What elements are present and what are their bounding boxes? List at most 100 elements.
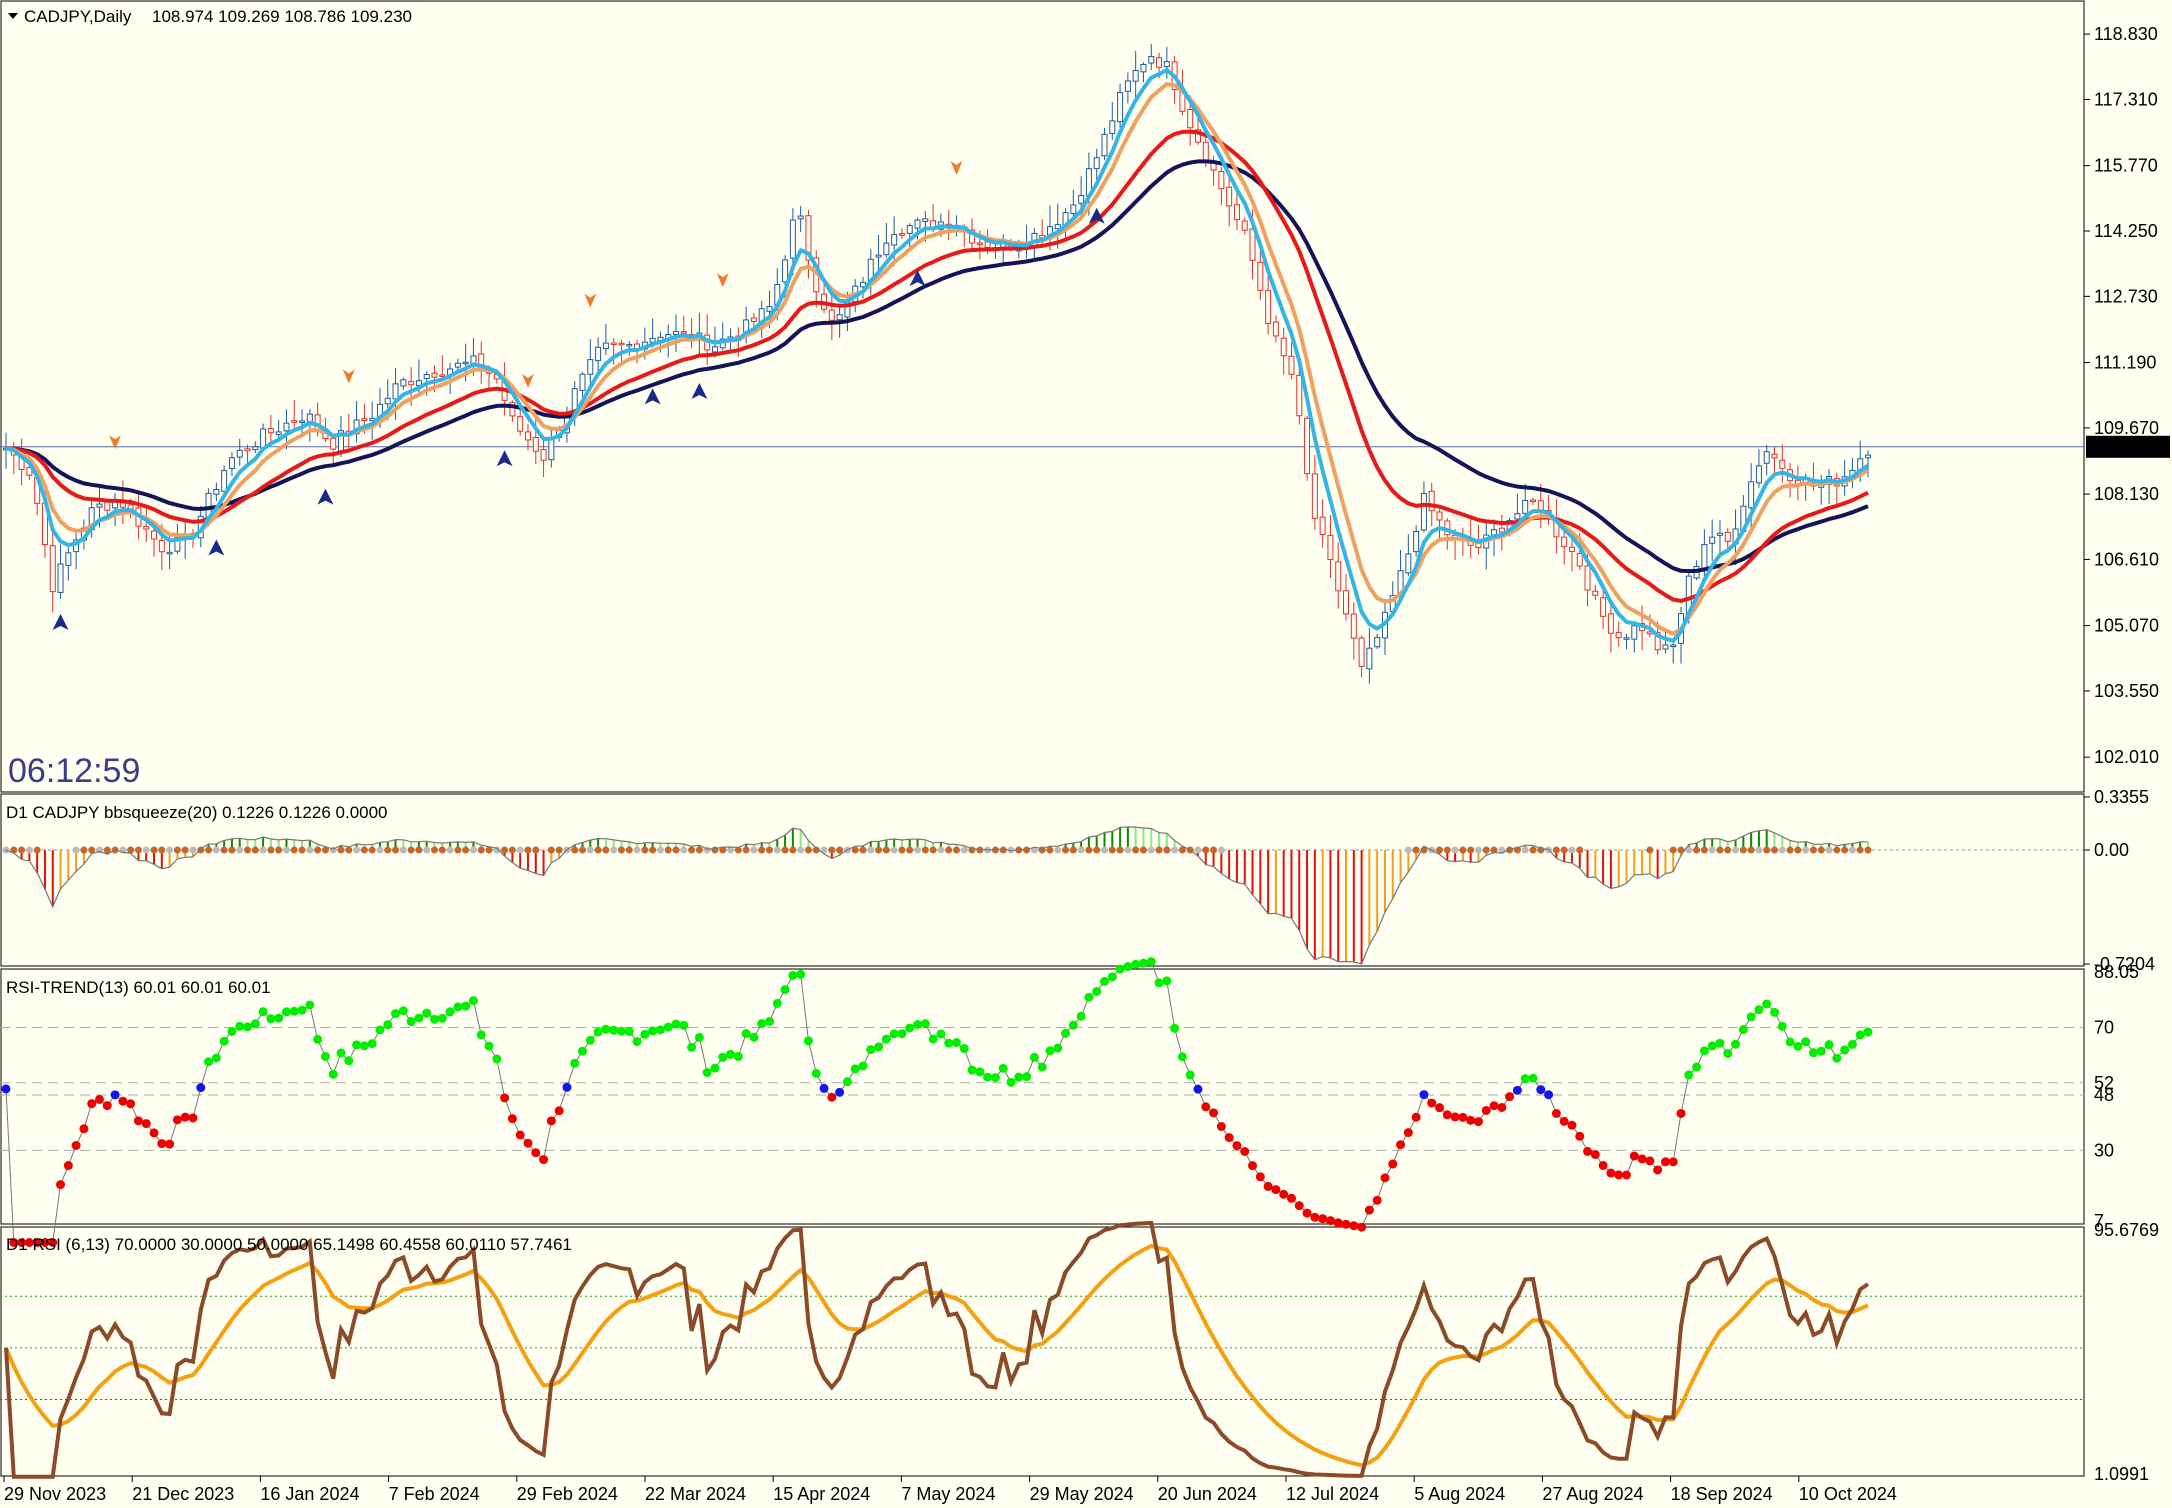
dropdown-arrow-icon[interactable]	[8, 13, 18, 19]
rsi-trend-dot	[1427, 1098, 1437, 1108]
rsi-trend-dot	[1084, 992, 1094, 1002]
candle-body	[1662, 644, 1669, 650]
time-tick-label: 29 Feb 2024	[517, 1484, 618, 1504]
rsi-trend-dot	[788, 970, 798, 980]
squeeze-dot	[454, 846, 462, 854]
candle	[1335, 542, 1342, 609]
squeeze-dot	[898, 846, 906, 854]
candle-body	[595, 346, 602, 362]
rsi-trend-dot	[165, 1139, 175, 1149]
rsi-trend-dot	[1193, 1084, 1203, 1094]
squeeze-dot	[1841, 846, 1849, 854]
price-tick-label: 102.010	[2094, 747, 2159, 767]
squeeze-dot	[1646, 846, 1654, 854]
squeeze-dot	[392, 846, 400, 854]
rsi-trend-dot	[48, 1238, 58, 1248]
candle-body	[267, 428, 274, 434]
rsi-trend-dot	[1045, 1046, 1055, 1056]
rsi-trend-dot	[640, 1029, 650, 1039]
squeeze-dot	[1210, 846, 1218, 854]
buy-arrow-icon	[1088, 207, 1105, 224]
squeeze-dot	[804, 846, 812, 854]
rsi-trend-dot	[492, 1054, 502, 1064]
squeeze-dot	[875, 846, 883, 854]
squeeze-dot	[1482, 846, 1490, 854]
candle-body	[1631, 625, 1638, 640]
rsi-trend-dot	[780, 985, 790, 995]
rsi-trend-dot	[63, 1161, 73, 1171]
candle-body	[462, 361, 469, 365]
squeeze-dot	[695, 846, 703, 854]
squeeze-tick-label: 0.00	[2094, 840, 2129, 860]
candle	[797, 205, 804, 232]
candle-body	[1436, 511, 1443, 521]
rsi-trend-dot	[429, 1014, 439, 1024]
rsi-trend-dot	[702, 1068, 712, 1078]
candle	[1163, 46, 1170, 79]
rsi-trend-dot	[1349, 1221, 1359, 1231]
rsi-trend-dot	[1575, 1131, 1585, 1141]
candle	[1148, 43, 1155, 70]
candle-body	[1413, 530, 1420, 553]
rsi-trend-dot	[1715, 1038, 1725, 1048]
candle	[330, 433, 337, 464]
sell-arrow-icon	[716, 273, 729, 288]
rsi-trend-dot	[1481, 1105, 1491, 1115]
rsi-trend-dot	[1653, 1165, 1663, 1175]
squeeze-dot	[1809, 846, 1817, 854]
candle	[454, 358, 461, 372]
squeeze-dot	[758, 846, 766, 854]
squeeze-dot	[158, 846, 166, 854]
candle-body	[797, 215, 804, 220]
candle-body	[384, 397, 391, 405]
rsi-trend-dot	[235, 1021, 245, 1031]
candle-body	[1343, 590, 1350, 615]
candle	[1670, 641, 1677, 664]
candle-body	[1070, 204, 1077, 215]
candle-body	[1592, 590, 1599, 596]
candle-body	[1623, 637, 1630, 640]
rsi-trend-dot	[1808, 1048, 1818, 1058]
squeeze-dot	[1716, 846, 1724, 854]
candle	[1343, 573, 1350, 621]
rsi-trend-tick-label: 7	[2094, 1211, 2104, 1231]
sell-arrow-icon	[950, 160, 963, 175]
rsi-trend-dot	[1559, 1116, 1569, 1126]
squeeze-dot	[851, 846, 859, 854]
rsi-trend-dot	[1014, 1072, 1024, 1082]
candle-body	[306, 413, 313, 423]
squeeze-dot	[1521, 846, 1529, 854]
rsi-trend-dot	[1583, 1146, 1593, 1156]
rsi-trend-dot	[1279, 1189, 1289, 1199]
squeeze-dot	[127, 846, 135, 854]
squeeze-dot	[516, 846, 524, 854]
squeeze-dot	[1412, 846, 1420, 854]
squeeze-dot	[415, 846, 423, 854]
rsi-trend-dot	[1707, 1041, 1717, 1051]
squeeze-dot	[1155, 846, 1163, 854]
rsi-trend-dot	[858, 1061, 868, 1071]
candle	[1374, 633, 1381, 649]
squeeze-dot	[1771, 846, 1779, 854]
price-panel	[0, 43, 2084, 684]
rsi-trend-dot	[1435, 1103, 1445, 1113]
rsi-trend-dot	[227, 1026, 237, 1036]
candle-body	[1148, 56, 1155, 64]
candle	[1366, 628, 1373, 684]
candle-body	[1249, 228, 1256, 261]
candle	[1288, 342, 1295, 380]
candle-body	[439, 374, 446, 377]
rsi-trend-dot	[383, 1020, 393, 1030]
candle-body	[1187, 108, 1194, 129]
rsi-trend-dot	[1450, 1112, 1460, 1122]
candle	[898, 228, 905, 240]
rsi-trend-dot	[1824, 1040, 1834, 1050]
rsi-trend-dot	[1, 1084, 11, 1094]
candle-body	[1054, 224, 1061, 230]
rsi-trend-dot	[1123, 962, 1133, 972]
panel-frames	[0, 0, 2085, 1477]
rsi-trend-dot	[1793, 1041, 1803, 1051]
candle	[275, 419, 282, 439]
candle	[602, 324, 609, 355]
